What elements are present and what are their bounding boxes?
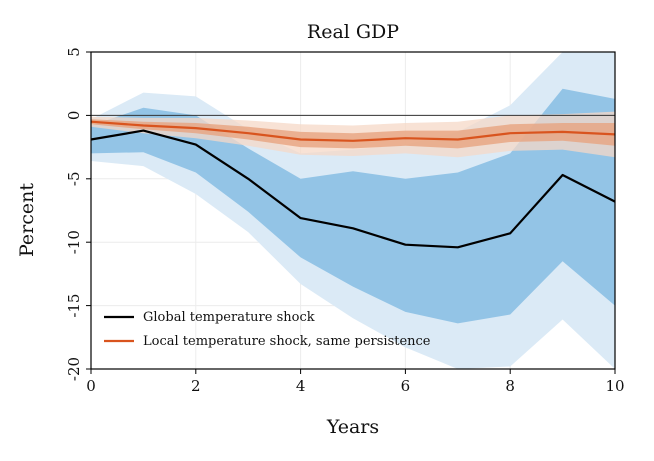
y-tick-label: 0 (65, 111, 83, 121)
x-tick-label: 4 (296, 377, 306, 395)
x-axis-label: Years (326, 416, 379, 438)
series-lines (90, 120, 616, 249)
y-axis-ticks: -20 -15 -10 -5 0 5 (65, 47, 91, 381)
chart-title: Real GDP (307, 21, 399, 43)
x-tick-label: 0 (86, 377, 96, 395)
x-tick-label: 8 (505, 377, 515, 395)
legend: Global temperature shock Local temperatur… (104, 310, 431, 349)
y-tick-label: 5 (65, 47, 83, 57)
series-line-1 (90, 129, 616, 249)
series-line-2 (90, 120, 616, 142)
legend-label-1: Global temperature shock (143, 310, 315, 325)
y-axis-label: Percent (16, 183, 38, 257)
band-inner-series-2 (91, 119, 615, 149)
x-tick-label: 2 (191, 377, 201, 395)
y-tick-label: -20 (65, 357, 83, 381)
y-tick-label: -5 (65, 171, 83, 186)
x-tick-label: 6 (401, 377, 411, 395)
x-tick-label: 10 (605, 377, 624, 395)
legend-label-2: Local temperature shock, same persistenc… (143, 334, 431, 349)
band-inner-series-1 (91, 88, 615, 324)
plot-frame (90, 51, 616, 370)
y-tick-label: -10 (65, 230, 83, 254)
x-axis-ticks: 0 2 4 6 8 10 (86, 369, 625, 395)
y-tick-label: -15 (65, 294, 83, 318)
plot-area (90, 51, 616, 370)
